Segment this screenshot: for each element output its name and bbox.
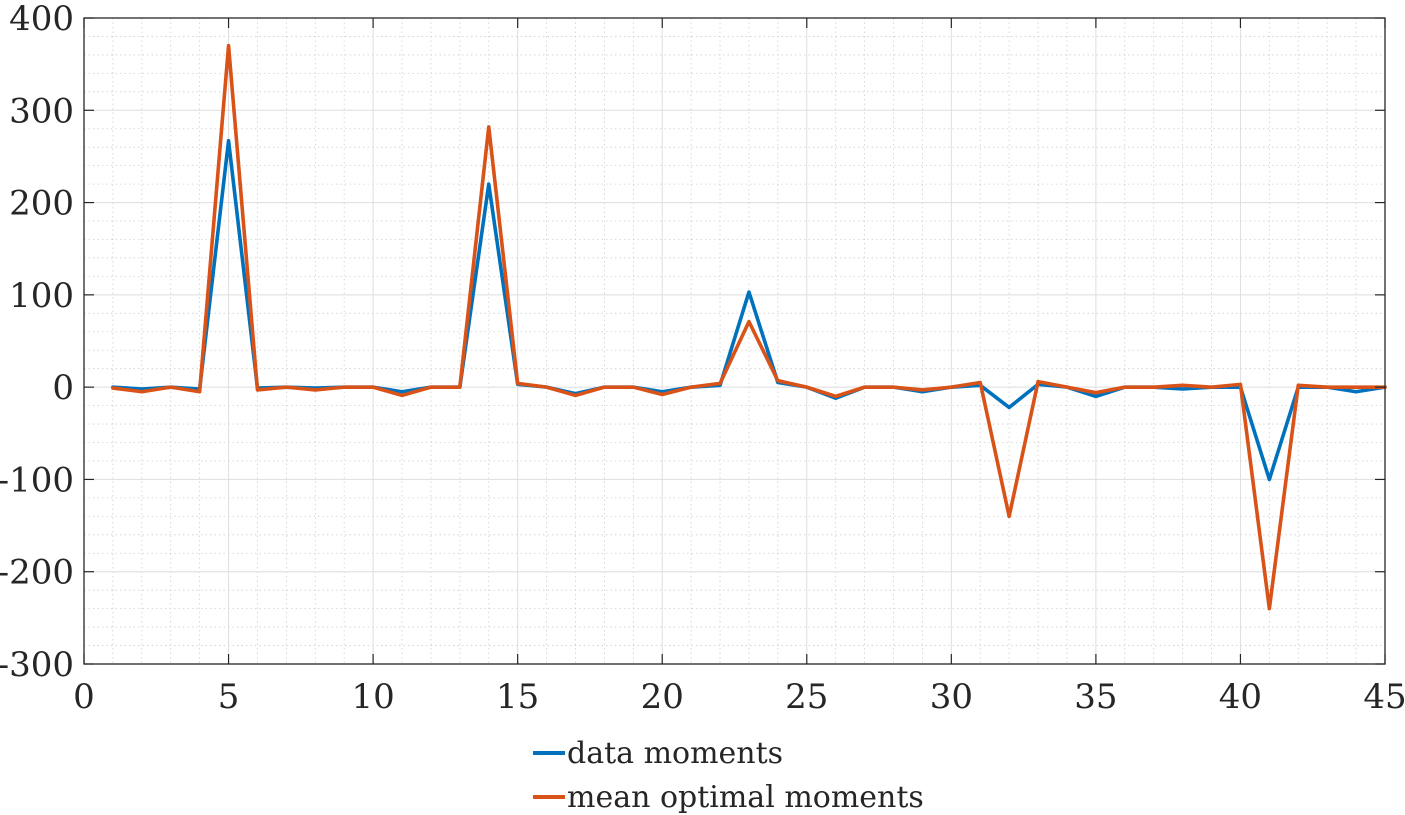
x-tick-label: 45 xyxy=(1363,677,1405,717)
y-tick-label: -300 xyxy=(0,645,74,685)
x-tick-label: 20 xyxy=(641,677,684,717)
x-tick-label: 0 xyxy=(73,677,95,717)
legend-label-mean-optimal-moments: mean optimal moments xyxy=(567,780,924,815)
x-tick-label: 5 xyxy=(218,677,240,717)
x-tick-label: 35 xyxy=(1074,677,1117,717)
minor-grid xyxy=(84,18,1385,664)
series-layer xyxy=(111,43,1387,611)
y-tick-label: -100 xyxy=(0,460,74,500)
series-line-mean-optimal-moments xyxy=(111,43,1387,611)
legend: data moments mean optimal moments xyxy=(533,736,924,815)
x-tick-label: 40 xyxy=(1219,677,1262,717)
x-tick-label: 30 xyxy=(930,677,973,717)
y-axis-ticks: -300 -200 -100 0 100 200 300 400 xyxy=(0,0,1385,685)
x-tick-label: 15 xyxy=(496,677,539,717)
legend-label-data-moments: data moments xyxy=(567,736,783,771)
y-tick-label: 400 xyxy=(9,0,74,39)
y-tick-label: -200 xyxy=(0,553,74,593)
y-tick-label: 100 xyxy=(9,276,74,316)
y-tick-label: 300 xyxy=(9,91,74,131)
plot-frame xyxy=(83,17,1386,665)
x-tick-label: 25 xyxy=(785,677,828,717)
y-tick-label: 200 xyxy=(9,184,74,224)
major-grid xyxy=(83,17,1386,665)
y-tick-label: 0 xyxy=(52,368,74,408)
x-tick-label: 10 xyxy=(351,677,394,717)
x-axis-ticks: 0 5 10 15 20 25 30 35 40 45 xyxy=(73,18,1405,717)
